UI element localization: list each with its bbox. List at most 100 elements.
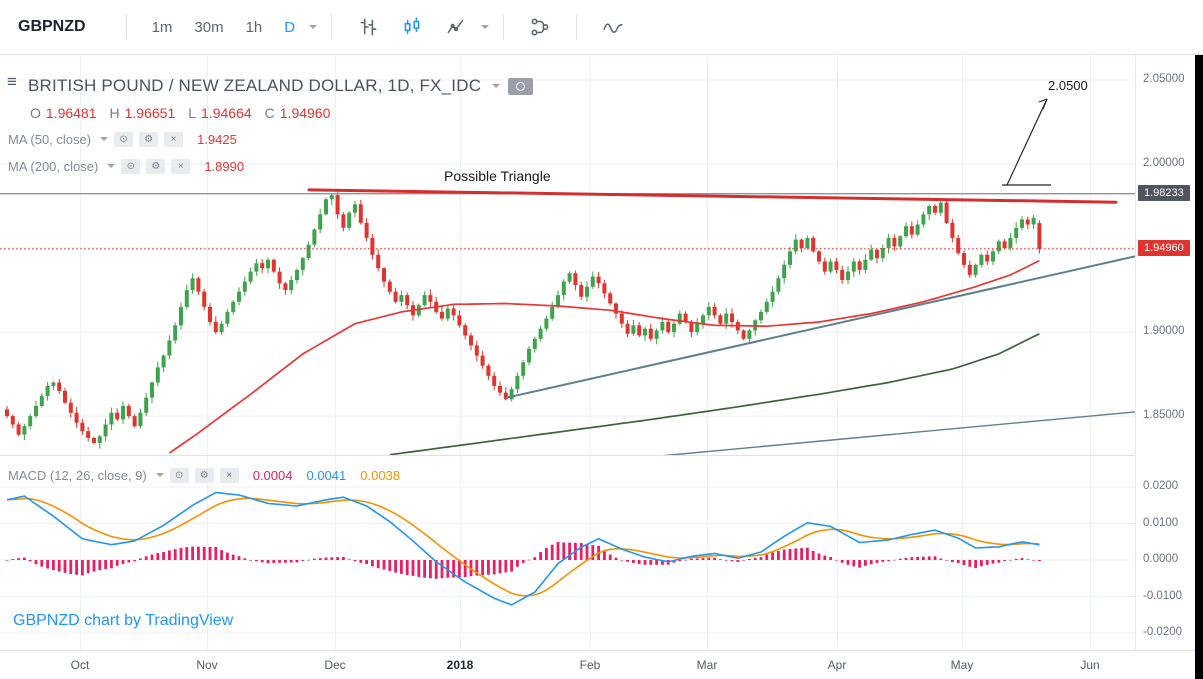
toolbar-separator [503,14,505,40]
price-axis-label: 1.90000 [1143,325,1185,338]
indicator-legend-ma50: MA (50, close) ⊙ ⚙ × 1.9425 [8,131,237,147]
price-axis-label: 2.00000 [1143,157,1185,169]
high-value: 1.96651 [124,105,176,121]
time-axis-label: Oct [70,658,90,672]
candlestick-chart-type-button[interactable] [399,14,425,40]
line-tool-icon [603,23,623,33]
toolbar-separator [576,14,578,40]
price-target-annotation-label[interactable]: 2.0500 [1048,78,1088,93]
gear-icon[interactable]: ⚙ [139,131,159,147]
macd-signal-value: 0.0038 [360,467,401,483]
time-axis-label: Jun [1080,658,1100,672]
arrow-annotation-line[interactable] [1006,98,1048,186]
chevron-down-icon [100,137,109,141]
triangle-resistance-trendline[interactable] [307,188,1118,204]
close-label: C [264,105,275,121]
chevron-down-icon [107,164,116,168]
time-axis-label: Dec [324,658,346,672]
eye-icon[interactable]: ⊙ [114,131,134,147]
interval-button-1h[interactable]: 1h [244,15,265,40]
macd-line [6,491,1040,606]
price-axis[interactable]: 2.05000 2.00000 1.98233 1.94960 1.90000 1.850… [1135,55,1196,650]
toolbar-separator [125,14,127,40]
eye-dot [516,81,526,91]
candles-layer [5,190,1042,449]
time-axis-label: Nov [196,658,218,672]
ma200-line[interactable] [389,333,1040,455]
rising-support-trendline[interactable] [506,255,1135,399]
compare-icon [531,18,549,36]
time-axis-label: Mar [696,658,718,672]
symbol-button[interactable]: GBPNZD [18,18,86,35]
chevron-down-icon[interactable] [309,25,318,29]
price-axis-label: 1.85000 [1143,409,1185,422]
line-tool-button[interactable] [600,14,626,40]
chart-legend: BRITISH POUND / NEW ZEALAND DOLLAR, 1D, … [28,76,534,96]
ma50-label[interactable]: MA (50, close) [8,131,92,147]
lower-support-trendline[interactable] [663,411,1135,456]
macd-hist-value: 0.0004 [252,467,293,483]
gear-icon[interactable]: ⚙ [146,158,166,174]
gear-icon[interactable]: ⚙ [194,467,214,483]
chevron-down-icon[interactable] [481,25,490,29]
macd-axis-label: -0.0200 [1143,626,1183,638]
candlestick-chart-type-icon [404,17,420,35]
time-axis[interactable]: Oct Nov Dec 2018 Feb Mar Apr May Jun [0,650,1195,679]
price-pane [0,98,1135,456]
eye-icon[interactable] [508,77,534,95]
macd-pane [5,491,1041,606]
chevron-down-icon[interactable] [492,84,501,88]
chevron-down-icon [155,473,164,477]
macd-axis-label: 0.0000 [1143,553,1179,565]
price-axis-label: 1.94960 [1138,239,1190,256]
close-icon[interactable]: × [164,131,184,147]
indicator-legend-ma200: MA (200, close) ⊙ ⚙ × 1.8990 [8,158,244,174]
right-edge-strip [1195,55,1203,679]
close-icon[interactable]: × [171,158,191,174]
chart-canvas[interactable] [0,55,1135,650]
area-chart-type-button[interactable] [443,14,469,40]
area-chart-type-icon [447,19,464,34]
chart-area: ≡ BRITISH POUND / NEW ZEALAND DOLLAR, 1D… [0,55,1203,679]
interval-button-1m[interactable]: 1m [150,15,175,40]
interval-button-1d[interactable]: D [282,15,297,40]
grid-layer [0,55,1135,650]
interval-button-30m[interactable]: 30m [192,15,225,40]
low-label: L [188,105,197,121]
ma200-label[interactable]: MA (200, close) [8,158,99,174]
time-axis-label: May [950,658,974,672]
low-value: 1.94664 [201,105,252,121]
compare-button[interactable] [527,14,553,40]
time-axis-label: Feb [579,658,601,672]
macd-line-value: 0.0041 [306,467,347,483]
eye-icon[interactable]: ⊙ [169,467,189,483]
ma50-line[interactable] [168,259,1040,454]
macd-histogram [5,542,1041,579]
macd-legend-label[interactable]: MACD (12, 26, close, 9) [8,467,147,483]
indicator-legend-macd: MACD (12, 26, close, 9) ⊙ ⚙ × 0.0004 0.0… [8,467,400,483]
price-axis-label: 2.05000 [1143,72,1185,85]
macd-axis-label: 0.0200 [1143,480,1179,492]
price-axis-label: 1.98233 [1138,184,1190,201]
open-label: O [30,105,41,121]
top-toolbar: GBPNZD 1m 30m 1h D [0,0,1203,55]
eye-icon[interactable]: ⊙ [121,158,141,174]
ma200-value: 1.8990 [204,158,245,174]
bar-chart-type-icon [360,18,377,36]
time-axis-label: 2018 [446,658,474,672]
macd-axis-label: 0.0100 [1143,516,1179,529]
arrow-annotation-line[interactable] [1042,98,1048,110]
triangle-annotation-label[interactable]: Possible Triangle [444,168,551,184]
open-value: 1.96481 [45,105,97,121]
toolbar-separator [331,14,333,40]
macd-signal-line [6,497,1040,597]
close-icon[interactable]: × [219,467,239,483]
tradingview-watermark-link[interactable]: GBPNZD chart by TradingView [13,612,234,629]
close-value: 1.94960 [279,105,331,121]
menu-icon[interactable]: ≡ [7,72,17,91]
arrow-annotation-line[interactable] [1038,98,1048,103]
macd-axis-label: -0.0100 [1143,589,1183,602]
bar-chart-type-button[interactable] [355,14,381,40]
chart-title[interactable]: BRITISH POUND / NEW ZEALAND DOLLAR, 1D, … [28,76,482,95]
